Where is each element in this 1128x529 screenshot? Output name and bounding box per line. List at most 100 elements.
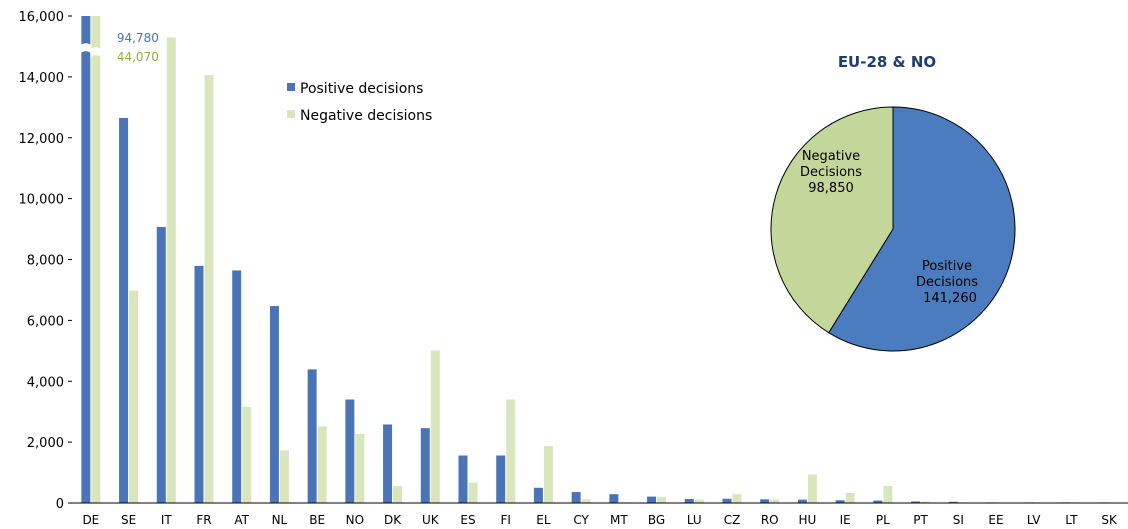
- x-tick-label: IT: [161, 513, 173, 527]
- pie-slice-positive: [828, 106, 1016, 352]
- bar-positive-IT: [156, 226, 166, 503]
- bar-negative-NL: [279, 450, 289, 503]
- bar-negative-DK: [393, 485, 403, 503]
- pie-slice-negative: [770, 106, 894, 334]
- x-tick-label: SE: [121, 513, 136, 527]
- bar-negative-IT: [166, 37, 176, 504]
- x-tick-label: NO: [346, 513, 364, 527]
- x-tick-label: HU: [799, 513, 817, 527]
- x-tick-label: RO: [761, 513, 779, 527]
- bar-positive-FI: [496, 455, 506, 503]
- bar-positive-LU: [684, 499, 694, 503]
- y-tick-label: 0: [56, 497, 64, 512]
- pie-label-positive-value: 141,260: [923, 291, 977, 306]
- x-tick-label: FI: [500, 513, 510, 527]
- x-tick-label: FR: [196, 513, 211, 527]
- x-tick-label: BG: [648, 513, 665, 527]
- legend-negative-swatch: [287, 110, 295, 118]
- x-tick-label: NL: [272, 513, 288, 527]
- bar-positive-CY: [571, 492, 581, 503]
- bar-positive-BE: [307, 369, 317, 503]
- pie-label-negative-line1: Negative: [802, 149, 860, 164]
- y-tick-label: 8,000: [27, 254, 64, 269]
- legend-negative-label: Negative decisions: [300, 108, 432, 124]
- bar-positive-PL: [873, 500, 883, 503]
- x-tick-label: LV: [1027, 513, 1041, 527]
- bar-positive-NO: [345, 399, 355, 503]
- bar-positive-DK: [383, 424, 393, 503]
- x-tick-label: PT: [913, 513, 928, 527]
- axis-break-mark: [80, 43, 92, 54]
- bar-series: [80, 16, 1119, 504]
- y-tick-label: 14,000: [19, 71, 65, 86]
- y-tick-label: 6,000: [27, 314, 64, 329]
- pie-label-positive-line2: Decisions: [916, 275, 978, 290]
- bar-negative-DE: [91, 16, 101, 503]
- legend: Positive decisions Negative decisions: [287, 81, 432, 124]
- y-tick-label: 2,000: [27, 436, 64, 451]
- x-tick-label: SI: [953, 513, 964, 527]
- bar-positive-SI: [948, 501, 958, 503]
- bar-positive-PT: [911, 501, 921, 503]
- bar-negative-AT: [242, 406, 252, 503]
- x-tick-label: LU: [687, 513, 702, 527]
- pie-label-positive-line1: Positive: [922, 259, 972, 274]
- x-tick-label: DE: [82, 513, 99, 527]
- bar-negative-BE: [317, 426, 327, 503]
- x-tick-label: SK: [1101, 513, 1118, 527]
- x-tick-label: AT: [234, 513, 249, 527]
- bar-negative-IE: [845, 492, 855, 503]
- x-tick-label: MT: [610, 513, 628, 527]
- bar-negative-UK: [430, 350, 440, 503]
- legend-positive-label: Positive decisions: [300, 81, 423, 97]
- x-tick-label: ES: [460, 513, 475, 527]
- bar-negative-HU: [807, 474, 817, 503]
- x-tick-label: DK: [384, 513, 402, 527]
- x-tick-label: EL: [536, 513, 551, 527]
- bar-positive-MT: [609, 494, 619, 503]
- x-tick-label: CY: [573, 513, 589, 527]
- pie-label-negative-value: 98,850: [808, 181, 854, 196]
- bar-negative-NO: [355, 433, 365, 503]
- bar-positive-EL: [533, 487, 543, 503]
- y-tick-label: 16,000: [19, 10, 65, 25]
- bar-positive-RO: [760, 499, 770, 503]
- bar-positive-UK: [420, 428, 430, 503]
- bar-negative-FI: [506, 399, 516, 503]
- bar-negative-CZ: [732, 494, 742, 503]
- bar-positive-ES: [458, 455, 468, 503]
- x-tick-label: IE: [840, 513, 851, 527]
- y-tick-label: 4,000: [27, 375, 64, 390]
- legend-positive-swatch: [287, 83, 295, 91]
- bar-positive-IE: [835, 500, 845, 503]
- bar-negative-PL: [883, 485, 893, 503]
- pie-slices: [770, 106, 1016, 352]
- x-tick-label: CZ: [724, 513, 741, 527]
- bar-negative-CY: [581, 499, 591, 503]
- bar-negative-RO: [770, 499, 780, 503]
- y-tick-label: 12,000: [19, 132, 65, 147]
- x-tick-label: PL: [876, 513, 890, 527]
- bar-positive-AT: [232, 270, 242, 503]
- bar-negative-EL: [543, 446, 553, 503]
- x-tick-label: LT: [1065, 513, 1078, 527]
- bar-positive-BG: [647, 496, 657, 503]
- bar-positive-HU: [797, 499, 807, 503]
- bar-positive-FR: [194, 265, 204, 503]
- bar-negative-PT: [921, 501, 931, 503]
- bar-negative-SE: [129, 290, 139, 503]
- bar-chart: 0 2,000 4,000 6,000 8,000 10,000 12,000 14,000 1…: [19, 10, 1128, 527]
- negative-break-value: 44,070: [117, 50, 159, 64]
- break-annotations: 94,780 44,070: [117, 31, 159, 64]
- bar-positive-NL: [269, 306, 279, 503]
- x-tick-label: BE: [309, 513, 325, 527]
- bar-negative-ES: [468, 482, 478, 503]
- pie-label-negative-line2: Decisions: [800, 165, 862, 180]
- bar-negative-LU: [694, 499, 704, 503]
- bar-negative-FR: [204, 75, 214, 503]
- y-tick-label: 10,000: [19, 193, 65, 208]
- pie-labels: Negative Decisions 98,850 Positive Decis…: [800, 149, 978, 306]
- positive-break-value: 94,780: [117, 31, 159, 45]
- y-axis: 0 2,000 4,000 6,000 8,000 10,000 12,000 14,000 1…: [19, 10, 72, 512]
